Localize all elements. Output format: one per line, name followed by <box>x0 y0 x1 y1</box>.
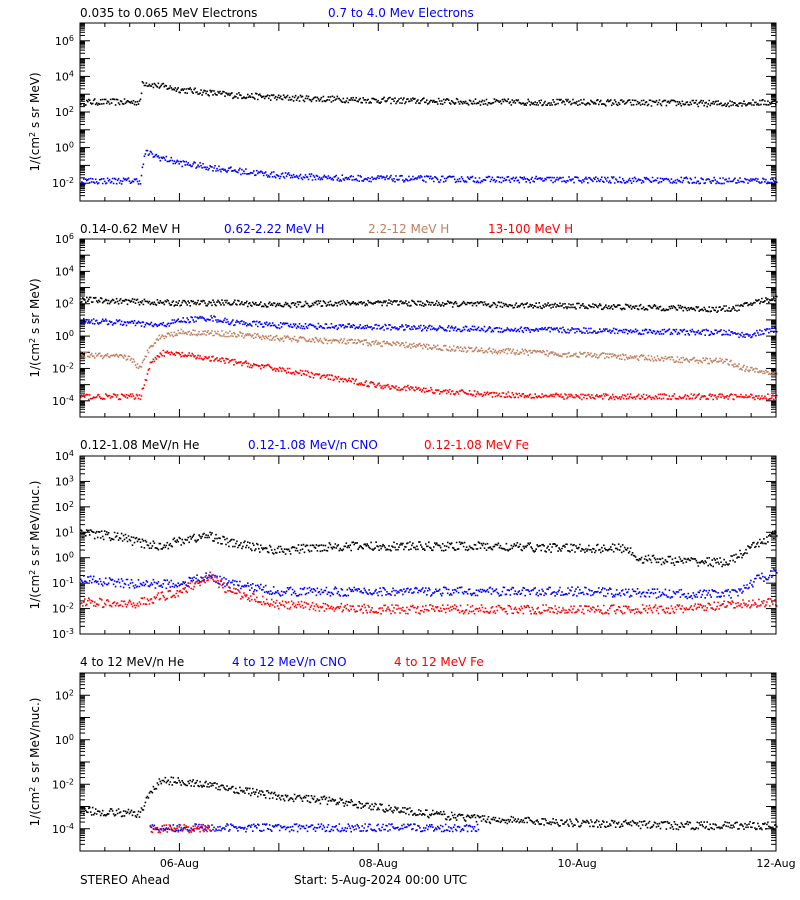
y-tick-label: 10-3 <box>52 627 74 642</box>
y-tick-label: 100 <box>55 140 74 155</box>
series-1 <box>80 149 778 185</box>
panel-3: 0.12-1.08 MeV/n He 0.12-1.08 MeV/n CNO 0… <box>28 438 778 641</box>
y-tick-label: 10-2 <box>52 361 74 376</box>
y-tick-label: 100 <box>55 329 74 344</box>
panel-1-plot: 10-2 100 102 104 106 <box>52 22 778 202</box>
series-0 <box>80 295 778 313</box>
series-markers <box>149 824 211 834</box>
series-markers <box>80 571 778 615</box>
y-tick-label: 100 <box>55 732 74 747</box>
panel-1: 0.035 to 0.065 MeV Electrons 0.7 to 4.0 … <box>28 6 778 202</box>
legend-electrons-low: 0.035 to 0.065 MeV Electrons <box>80 6 257 20</box>
legend-h-low: 0.14-0.62 MeV H <box>80 222 180 236</box>
series-2 <box>80 571 778 615</box>
x-tick-label: 06-Aug <box>160 857 199 870</box>
legend-h-high: 2.2-12 MeV H <box>368 222 449 236</box>
x-tick-label: 10-Aug <box>558 857 597 870</box>
series-2 <box>149 824 211 834</box>
series-2 <box>80 328 778 376</box>
y-tick-label: 103 <box>55 474 74 489</box>
y-tick-label: 10-1 <box>52 576 74 591</box>
x-tick-label: 12-Aug <box>756 857 795 870</box>
legend-electrons-high: 0.7 to 4.0 Mev Electrons <box>328 6 474 20</box>
panel-1-frame <box>79 22 777 202</box>
panel-3-plot: 10-3 10-2 10-1 100 101 102 103 104 <box>52 449 778 642</box>
start-time-label: Start: 5-Aug-2024 00:00 UTC <box>294 873 468 887</box>
panel-2-frame <box>79 238 777 418</box>
series-markers <box>80 776 778 831</box>
y-tick-label: 102 <box>55 688 74 703</box>
series-markers <box>149 823 480 833</box>
y-tick-label: 104 <box>55 69 74 84</box>
series-1 <box>80 315 778 339</box>
y-tick-label: 10-2 <box>52 777 74 792</box>
y-tick-label: 10-4 <box>52 821 74 836</box>
legend-cno-high: 4 to 12 MeV/n CNO <box>232 655 347 669</box>
series-0 <box>80 776 778 831</box>
legend-fe: 0.12-1.08 MeV Fe <box>424 438 529 452</box>
series-markers <box>80 568 778 600</box>
legend-h-top: 13-100 MeV H <box>488 222 573 236</box>
panel-4-plot: 10-4 10-2 100 102 06-Aug 08-Aug 10-Aug 12-Aug <box>52 672 796 870</box>
panel-2-ylabel: 1/(cm2 s sr MeV) <box>28 278 43 377</box>
y-tick-label: 10-2 <box>52 601 74 616</box>
panel-4-frame <box>79 672 777 852</box>
series-markers <box>80 349 778 401</box>
legend-cno: 0.12-1.08 MeV/n CNO <box>248 438 378 452</box>
x-tick-label: 08-Aug <box>359 857 398 870</box>
y-tick-label: 102 <box>55 105 74 120</box>
series-0 <box>80 529 778 568</box>
series-markers <box>80 149 778 185</box>
series-markers <box>80 328 778 376</box>
series-0 <box>80 81 778 108</box>
y-tick-label: 102 <box>55 296 74 311</box>
series-3 <box>80 349 778 401</box>
series-markers <box>80 295 778 313</box>
legend-fe-high: 4 to 12 MeV Fe <box>394 655 484 669</box>
series-1 <box>80 568 778 600</box>
series-1 <box>149 823 480 833</box>
panel-2: 0.14-0.62 MeV H 0.62-2.22 MeV H 2.2-12 M… <box>28 222 778 418</box>
y-tick-label: 104 <box>55 449 74 464</box>
legend-h-mid: 0.62-2.22 MeV H <box>224 222 324 236</box>
panel-4: 4 to 12 MeV/n He 4 to 12 MeV/n CNO 4 to … <box>28 655 796 870</box>
legend-he-high: 4 to 12 MeV/n He <box>80 655 184 669</box>
y-tick-label: 101 <box>55 525 74 540</box>
y-tick-label: 100 <box>55 550 74 565</box>
y-tick-label: 104 <box>55 264 74 279</box>
legend-he: 0.12-1.08 MeV/n He <box>80 438 199 452</box>
panel-3-ylabel: 1/(cm2 s sr MeV/nuc.) <box>28 481 43 610</box>
panel-2-plot: 10-4 10-2 100 102 104 106 <box>52 232 778 418</box>
y-tick-label: 106 <box>55 232 74 247</box>
series-markers <box>80 81 778 108</box>
series-markers <box>80 529 778 568</box>
y-tick-label: 10-4 <box>52 393 74 408</box>
y-tick-label: 106 <box>55 33 74 48</box>
y-tick-label: 10-2 <box>52 176 74 191</box>
panel-1-ylabel: 1/(cm2 s sr MeV) <box>28 72 43 171</box>
spacecraft-label: STEREO Ahead <box>80 873 170 887</box>
panel-3-frame <box>79 455 777 635</box>
y-tick-label: 102 <box>55 499 74 514</box>
panel-4-ylabel: 1/(cm2 s sr MeV/nuc.) <box>28 698 43 827</box>
series-markers <box>80 315 778 339</box>
